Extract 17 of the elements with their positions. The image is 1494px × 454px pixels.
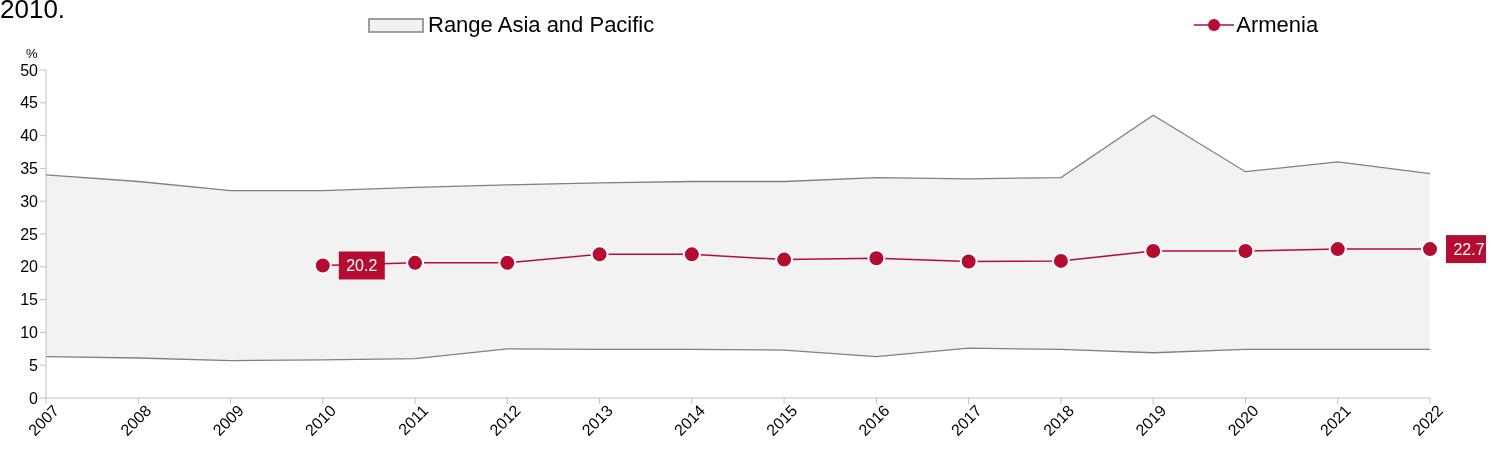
y-tick-label: 35 [20,160,39,178]
y-tick-label: 5 [29,356,39,374]
text: 2010. [0,0,66,25]
legend-label: Range Asia and Pacific [428,12,655,38]
y-tick-label: 30 [20,192,39,210]
data-label: 22.7 [1453,241,1485,259]
y-tick-label: 25 [20,225,39,243]
y-tick-label: 40 [20,127,39,145]
y-tick-label: 50 [20,61,39,79]
y-tick-label: 20 [20,258,39,276]
y-axis-title: % [26,46,38,61]
y-tick-label: 0 [29,389,39,407]
data-label: 20.2 [346,257,378,275]
legend-label: Armenia [1236,12,1319,38]
y-tick-label: 45 [20,94,39,112]
y-tick-label: 15 [20,291,39,309]
y-tick-label: 10 [20,324,39,342]
